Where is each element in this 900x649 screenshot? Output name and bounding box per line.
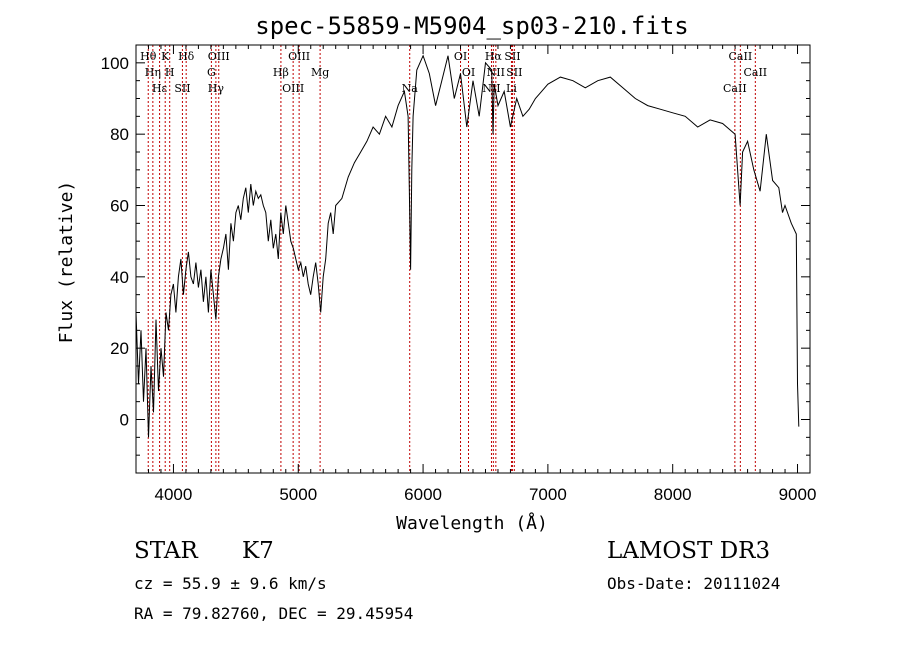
y-tick-label: 80 (110, 125, 129, 144)
y-tick-label: 40 (110, 268, 129, 287)
x-axis-label: Wavelength (Å) (396, 512, 548, 534)
marker-label: Hα (485, 50, 503, 63)
marker-label: Hβ (273, 66, 289, 79)
emission-line-markers (147, 45, 756, 473)
marker-label: CaII (743, 66, 767, 79)
y-axis-ticks: 0 20 40 60 80 100 (101, 44, 810, 474)
marker-label: Hδ (178, 50, 195, 63)
survey-name: LAMOST DR3 (607, 538, 771, 564)
x-tick-label: 9000 (779, 485, 817, 504)
x-tick-label: 8000 (654, 485, 692, 504)
marker-label: Hθ (140, 50, 157, 63)
marker-label: Li (506, 82, 517, 95)
chart-title: spec-55859-M5904_sp03-210.fits (255, 12, 688, 40)
marker-label: Hε (152, 82, 168, 95)
marker-label: SII (504, 50, 520, 63)
marker-label: CaII (723, 82, 747, 95)
object-class: STAR (134, 538, 198, 564)
marker-label: NII (482, 82, 500, 95)
marker-label: Na (402, 82, 419, 95)
marker-label: Hη (145, 66, 161, 79)
marker-label: Mg (311, 66, 329, 79)
plot-frame (135, 44, 811, 474)
marker-label: OIII (208, 50, 230, 63)
object-subclass: K7 (242, 538, 274, 564)
x-tick-label: 5000 (279, 485, 317, 504)
y-tick-label: 20 (110, 339, 129, 358)
marker-label: SII (506, 66, 522, 79)
marker-label: CaII (729, 50, 753, 63)
x-tick-label: 7000 (529, 485, 567, 504)
x-tick-label: 6000 (404, 485, 442, 504)
x-axis-ticks: 4000 5000 6000 7000 8000 9000 (135, 45, 817, 504)
x-tick-label: 4000 (155, 485, 193, 504)
marker-label: Hγ (208, 82, 225, 95)
observation-date: Obs-Date: 20111024 (607, 574, 781, 593)
marker-label: SII (174, 82, 190, 95)
marker-label: OIII (288, 50, 310, 63)
marker-label: K (161, 50, 170, 63)
y-tick-label: 60 (110, 197, 129, 216)
marker-label: OI (454, 50, 467, 63)
redshift-velocity: cz = 55.9 ± 9.6 km/s (134, 574, 327, 593)
marker-label: G (207, 66, 216, 79)
y-tick-label: 100 (101, 54, 129, 73)
marker-label: OI (462, 66, 475, 79)
emission-line-labels: HθHηHεKHSIIHδGHγOIIIHβOIIIOIIIMgNaOIOINI… (140, 50, 767, 95)
marker-label: H (165, 66, 175, 79)
y-axis-label: Flux (relative) (56, 181, 77, 344)
marker-label: OIII (282, 82, 304, 95)
spectrum-line (135, 54, 800, 438)
coordinates: RA = 79.82760, DEC = 29.45954 (134, 604, 414, 623)
y-tick-label: 0 (120, 411, 129, 430)
